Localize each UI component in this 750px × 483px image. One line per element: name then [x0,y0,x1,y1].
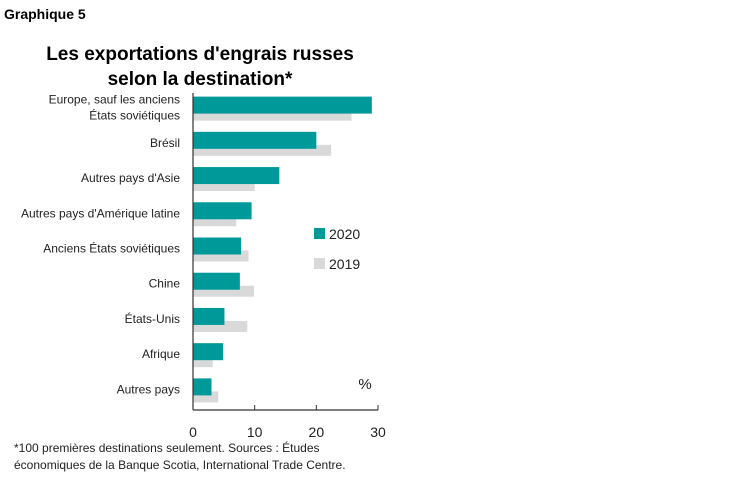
x-tick-label-2: 20 [309,424,325,440]
bar-2020-4 [193,237,242,255]
bar-2019-4 [193,250,249,262]
bar-2020-0 [193,96,372,114]
bar-2019-6 [193,320,248,332]
category-label-0: Europe, sauf les anciens États soviétique… [49,93,180,123]
category-label-1: Brésil [150,136,180,150]
bar-2019-2 [193,180,255,192]
bar-2020-3 [193,202,252,220]
category-label-8: Autres pays [117,382,180,396]
bar-2020-6 [193,307,225,325]
footnote-line-1: *100 premières destinations seulement. S… [14,441,320,455]
x-tick-label-1: 10 [247,424,263,440]
figure-label: Graphique 5 [4,6,86,22]
legend-swatch-0 [314,228,325,239]
bar-2020-5 [193,272,240,290]
category-label-0-line-1: États soviétiques [89,108,180,123]
category-label-0-line-0: Europe, sauf les anciens [49,93,180,107]
x-tick-label-3: 30 [370,424,386,440]
bar-2019-1 [193,144,332,156]
bar-2019-3 [193,215,237,227]
bar-2019-5 [193,285,255,297]
chart-title: Les exportations d'engrais russes selon … [30,42,370,92]
unit-label: % [358,376,371,393]
category-label-3: Autres pays d'Amérique latine [21,206,180,220]
legend-label-0: 2020 [329,226,360,242]
chart-title-line-1: Les exportations d'engrais russes [46,44,354,65]
bar-2020-1 [193,131,317,149]
legend-label-1: 2019 [329,256,360,272]
footnote-line-2: économiques de la Banque Scotia, Interna… [14,458,346,472]
bar-2020-2 [193,167,280,185]
category-label-4: Anciens États soviétiques [43,241,180,256]
bar-2019-8 [193,391,219,403]
footnote: *100 premières destinations seulement. S… [14,440,346,474]
bar-2019-0 [193,109,352,121]
bar-2020-7 [193,343,224,361]
category-label-5: Chine [149,277,181,291]
category-label-6: États-Unis [125,311,180,326]
bar-2020-8 [193,378,212,396]
bar-2019-7 [193,356,213,368]
legend-swatch-1 [314,258,325,269]
x-tick-label-0: 0 [189,424,197,440]
category-label-7: Afrique [142,347,180,361]
chart-title-line-2: selon la destination* [107,69,293,90]
category-label-2: Autres pays d'Asie [81,171,180,185]
